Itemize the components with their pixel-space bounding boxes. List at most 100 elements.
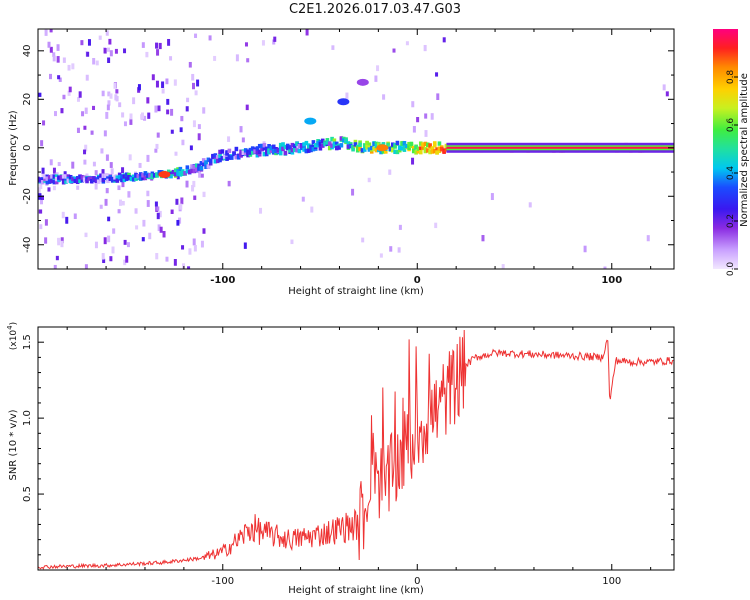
spectrogram-noise-cell: [94, 182, 98, 190]
spectrogram-noise-cell: [157, 105, 161, 112]
spectrogram-ridge-cell: [400, 141, 404, 147]
spectrogram-noise-cell: [134, 208, 138, 214]
spectrogram-noise-cell: [94, 241, 98, 249]
spectrogram-noise-cell: [42, 120, 46, 126]
spectrogram-noise-cell: [106, 104, 110, 111]
spectrogram-noise-cell: [239, 126, 243, 133]
spectrogram-ridge-cell: [369, 145, 374, 151]
spectrogram-noise-cell: [52, 52, 56, 57]
spectrogram-ridge-cell: [404, 144, 409, 149]
spectrogram-ridge-cell: [80, 178, 85, 183]
spectrogram-noise-cell: [101, 253, 105, 260]
spectrogram-ridge-cell: [190, 164, 194, 169]
spectrogram-noise-cell: [187, 266, 191, 269]
spectrogram-ridge-cell: [327, 145, 332, 151]
spectrogram-feature: [304, 117, 317, 125]
spectrogram-noise-cell: [101, 169, 105, 176]
spectrogram-y-label: Frequency (Hz): [8, 110, 19, 186]
spectrogram-ridge-cell: [302, 142, 306, 147]
spectrogram-noise-cell: [154, 201, 158, 207]
spectrogram-noise-cell: [52, 185, 56, 191]
spectrogram-noise-cell: [162, 230, 166, 238]
spectrogram-noise-cell: [434, 222, 438, 229]
spectrogram-noise-cell: [107, 100, 111, 106]
spectrogram-y-tick-label: -40: [22, 237, 33, 253]
spectrogram-ridge-cell: [197, 166, 201, 171]
spectrogram-ridge-cell: [234, 155, 239, 160]
spectrogram-noise-cell: [121, 167, 125, 174]
spectrogram-ridge-cell: [246, 149, 250, 154]
spectrogram-ridge-cell: [173, 172, 178, 177]
spectrogram-ridge-cell: [402, 147, 407, 152]
spectrogram-ridge-cell: [208, 159, 213, 164]
spectrogram-ridge-cell: [372, 141, 376, 147]
spectrogram-ridge-cell: [122, 177, 127, 183]
spectrogram-ridge-cell: [264, 146, 269, 152]
spectrogram-ridge-cell: [243, 151, 248, 156]
spectrogram-ridge-cell: [288, 148, 292, 153]
spectrogram-ridge-cell: [262, 151, 267, 157]
spectrogram-ridge-cell: [99, 173, 103, 178]
spectrogram-ridge-cell: [421, 142, 425, 147]
spectrogram-ridge-cell: [199, 161, 204, 166]
spectrogram-noise-cell: [44, 237, 48, 244]
spectrogram-noise-cell: [142, 219, 146, 227]
spectrogram-noise-cell: [47, 187, 51, 192]
spectrogram-ridge-cell: [243, 148, 248, 153]
spectrogram-noise-cell: [117, 209, 121, 214]
spectrogram-ridge-cell: [225, 156, 229, 161]
spectrogram-ridge-cell: [290, 147, 295, 153]
spectrogram-noise-cell: [56, 44, 60, 51]
spectrogram-ridge-cell: [194, 163, 199, 168]
spectrogram-ridge-cell: [327, 141, 332, 146]
spectrogram-noise-cell: [156, 49, 160, 56]
spectrogram-ridge-cell: [129, 176, 134, 182]
spectrogram-ridge-cell: [344, 138, 348, 144]
snr-x-tick-label: 100: [602, 576, 621, 587]
spectrogram-noise-cell: [424, 130, 428, 137]
spectrogram-ridge-cell: [234, 146, 239, 152]
spectrogram-noise-cell: [123, 48, 127, 54]
spectrogram-noise-cell: [191, 82, 195, 90]
spectrogram-ridge-cell: [421, 145, 425, 150]
spectrogram-noise-cell: [52, 55, 56, 62]
snr-y-tick-label: 0.5: [22, 486, 33, 502]
spectrogram-ridge-cell: [120, 174, 124, 179]
spectrogram-ridge-cell: [362, 147, 367, 152]
spectrogram-noise-cell: [57, 75, 61, 80]
spectrogram-ridge-cell: [337, 145, 341, 150]
spectrogram-noise-cell: [665, 91, 669, 97]
spectrogram-ridge-cell: [267, 150, 271, 155]
spectrogram-noise-cell: [148, 232, 152, 240]
spectrogram-noise-cell: [528, 202, 532, 208]
spectrogram-noise-cell: [54, 111, 58, 117]
spectrogram-noise-cell: [397, 247, 401, 253]
spectrogram-ridge-cell: [96, 179, 101, 184]
spectrogram-noise-cell: [173, 79, 177, 86]
spectrogram-ridge-cell: [143, 175, 148, 181]
spectrogram-ridge-cell: [180, 171, 185, 177]
spectrogram-ridge-cell: [192, 168, 197, 174]
spectrogram-noise-cell: [412, 126, 416, 133]
spectrogram-ridge-cell: [61, 174, 66, 179]
spectrogram-ridge-cell: [127, 174, 131, 180]
spectrogram-y-axis: -40 -20 0 20 40: [22, 44, 674, 270]
spectrogram-noise-cell: [245, 104, 249, 111]
spectrogram-noise-cell: [65, 216, 69, 224]
snr-y-label: SNR (10 * v/v): [8, 409, 19, 480]
spectrogram-noise-cell: [73, 213, 77, 220]
spectrogram-ridge-cell: [218, 153, 222, 158]
spectrogram-noise-cell: [146, 200, 150, 207]
spectrogram-ridge-cell: [85, 178, 89, 184]
spectrogram-noise-cell: [83, 149, 87, 155]
spectrogram-noise-cell: [95, 60, 99, 66]
spectrogram-noise-cell: [154, 105, 158, 113]
spectrogram-ridge-cell: [218, 157, 222, 163]
spectrogram-noise-cell: [84, 107, 88, 114]
spectrogram-noise-cell: [105, 111, 109, 119]
spectrogram-ridge-cell: [236, 155, 241, 160]
spectrogram-ridge-cell: [101, 173, 106, 178]
spectrogram-ridge-cell: [87, 176, 92, 181]
spectrogram-noise-cell: [87, 39, 91, 46]
spectrogram-ridge-cell: [414, 145, 418, 150]
